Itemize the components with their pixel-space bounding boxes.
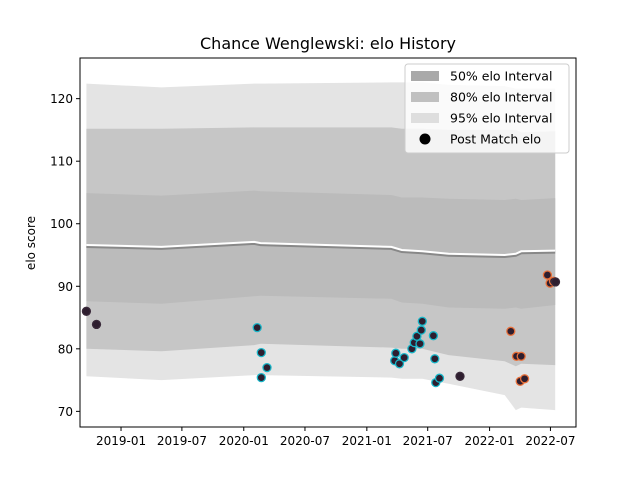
legend-box bbox=[404, 63, 570, 154]
post-match-point bbox=[262, 362, 272, 373]
y-tick-label: 120 bbox=[50, 92, 73, 106]
y-axis: 70 80 90 100 110 120 bbox=[50, 92, 80, 419]
post-match-point bbox=[519, 374, 530, 384]
legend-label: Post Match elo bbox=[450, 132, 541, 147]
post-match-point bbox=[391, 348, 401, 358]
post-match-point bbox=[516, 351, 526, 361]
x-tick-label: 2020-07 bbox=[280, 434, 330, 448]
post-match-points bbox=[81, 270, 561, 388]
band-50 bbox=[86, 190, 556, 309]
y-tick-label: 90 bbox=[58, 280, 73, 294]
post-match-point bbox=[416, 325, 426, 335]
x-tick-label: 2021-01 bbox=[342, 434, 392, 448]
y-axis-label: elo score bbox=[24, 216, 38, 270]
legend-swatch bbox=[411, 113, 439, 123]
chart-title: Chance Wenglewski: elo History bbox=[200, 34, 456, 53]
legend-marker bbox=[419, 133, 431, 145]
legend-swatch bbox=[411, 92, 439, 102]
post-match-point bbox=[412, 331, 422, 341]
y-tick-label: 70 bbox=[58, 405, 73, 419]
post-match-point bbox=[417, 316, 427, 326]
post-match-point bbox=[430, 354, 440, 364]
mean-elo-line-group bbox=[86, 240, 556, 259]
x-tick-label: 2020-01 bbox=[219, 434, 269, 448]
post-match-point bbox=[256, 347, 266, 358]
post-match-point bbox=[506, 326, 516, 336]
plot-frame bbox=[79, 57, 577, 428]
y-tick-label: 80 bbox=[58, 342, 73, 356]
post-match-point bbox=[455, 371, 465, 381]
post-match-point bbox=[394, 359, 405, 369]
x-tick-label: 2019-07 bbox=[157, 434, 207, 448]
post-match-point bbox=[399, 352, 409, 363]
post-match-point bbox=[256, 372, 266, 383]
y-tick-label: 100 bbox=[50, 217, 73, 231]
x-tick-label: 2022-01 bbox=[465, 434, 515, 448]
post-match-point bbox=[252, 322, 262, 333]
post-match-point bbox=[415, 339, 425, 349]
post-match-point bbox=[428, 331, 439, 341]
mean-elo-line-shadow bbox=[86, 241, 556, 259]
legend-label: 80% elo Interval bbox=[450, 90, 552, 105]
post-match-point bbox=[81, 306, 92, 316]
post-match-point bbox=[91, 319, 102, 330]
legend-swatch bbox=[411, 71, 439, 81]
post-match-point bbox=[550, 277, 561, 287]
y-tick-label: 110 bbox=[50, 155, 73, 169]
x-axis: 2019-01 2019-07 2020-01 2020-07 2021-01 2021-… bbox=[96, 427, 576, 448]
post-match-point bbox=[542, 270, 553, 280]
legend-label: 50% elo Interval bbox=[450, 69, 552, 84]
legend: 50% elo Interval 80% elo Interval 95% elo … bbox=[404, 63, 570, 154]
x-tick-label: 2019-01 bbox=[96, 434, 146, 448]
x-tick-label: 2022-07 bbox=[525, 434, 575, 448]
x-tick-label: 2021-07 bbox=[403, 434, 453, 448]
legend-label: 95% elo Interval bbox=[450, 111, 552, 126]
post-match-point bbox=[434, 373, 445, 383]
mean-elo-line bbox=[86, 240, 556, 257]
